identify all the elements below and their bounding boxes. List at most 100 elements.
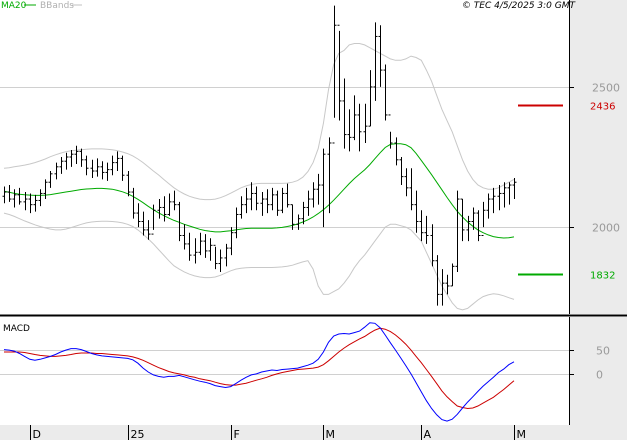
ohlc-bar — [182, 224, 187, 250]
ohlc-bar — [239, 196, 244, 219]
ohlc-bar — [69, 149, 74, 167]
ohlc-bar — [229, 227, 234, 256]
ohlc-bar — [352, 95, 357, 141]
ohlc-bar — [414, 190, 419, 233]
ohlc-bar — [7, 185, 12, 202]
bband-lower-line — [3, 212, 515, 311]
ohlc-bar — [466, 215, 471, 242]
ohlc-bar — [388, 114, 393, 149]
copyright-text: © TEC 4/5/2025 3:0 GMT — [462, 1, 577, 11]
ohlc-bar — [265, 189, 270, 214]
ohlc-bar — [79, 148, 84, 167]
ohlc-bar — [419, 210, 424, 242]
macd-panel-label: MACD — [3, 324, 30, 334]
ohlc-bar — [198, 232, 203, 256]
ohlc-bar — [28, 193, 33, 214]
x-tick-label: F — [234, 428, 240, 440]
ohlc-bar — [512, 178, 517, 200]
macd-line — [3, 322, 515, 422]
ohlc-bar — [193, 238, 198, 264]
ohlc-bar — [275, 190, 280, 216]
price-tick-label: 2000 — [592, 222, 620, 235]
ohlc-bar — [260, 192, 265, 216]
macd-tick-label: 50 — [596, 345, 610, 358]
price-panel-bg — [0, 0, 569, 314]
ohlc-bar — [254, 186, 259, 211]
ohlc-bar — [2, 186, 7, 204]
ohlc-bar — [17, 187, 22, 205]
ohlc-bar — [208, 238, 213, 261]
x-tick-label: M — [326, 428, 336, 440]
ohlc-bar — [157, 199, 162, 219]
ohlc-bar — [270, 187, 275, 211]
ohlc-bar — [280, 187, 285, 214]
macd-panel-bg — [0, 317, 569, 425]
ohlc-bar — [167, 193, 172, 216]
ohlc-bar — [84, 155, 89, 176]
ohlc-bar — [187, 232, 192, 261]
ohlc-bar — [337, 24, 342, 121]
x-tick-label: A — [424, 428, 432, 440]
ohlc-bar — [363, 103, 368, 143]
ohlc-bar — [481, 201, 486, 236]
ohlc-bar — [332, 5, 337, 144]
ohlc-bar — [409, 168, 414, 211]
ohlc-bar — [136, 203, 141, 228]
ohlc-bar — [120, 155, 125, 181]
ohlc-bar — [90, 159, 95, 179]
price-levels: 2436 1832 — [518, 102, 615, 282]
ohlc-bar — [327, 137, 332, 214]
ohlc-bar — [234, 207, 239, 239]
ohlc-bar — [54, 162, 59, 180]
ma20-legend-label: MA20 — [1, 1, 27, 11]
x-tick-label: D — [33, 428, 41, 440]
ohlc-bar — [476, 210, 481, 242]
ohlc-bar — [502, 182, 507, 208]
ohlc-bar — [497, 185, 502, 211]
ohlc-bar — [43, 179, 48, 200]
ohlc-bar — [95, 158, 100, 177]
bband-upper-line — [3, 43, 515, 201]
ohlc-bar — [445, 274, 450, 295]
ohlc-bar — [357, 103, 362, 152]
ohlc-bar — [424, 215, 429, 244]
ohlc-bar — [394, 137, 399, 166]
macd-tick-label: 0 — [596, 369, 603, 382]
ohlc-bar — [162, 196, 167, 222]
ohlc-bar — [33, 194, 38, 212]
ohlc-bar — [146, 220, 151, 240]
macd-grid — [0, 350, 569, 375]
ohlc-bar — [430, 224, 435, 267]
ohlc-bar — [105, 162, 110, 181]
ohlc-bar — [244, 187, 249, 214]
price-tick-label: 2500 — [592, 82, 620, 95]
ohlc-bar — [126, 171, 131, 197]
ohlc-bar — [311, 182, 316, 208]
ohlc-bar — [296, 214, 301, 230]
ohlc-bar — [74, 145, 79, 165]
ohlc-bar — [115, 151, 120, 172]
x-tick-label: 25 — [131, 428, 145, 440]
ohlc-bar — [213, 244, 218, 270]
ohlc-bar — [342, 78, 347, 149]
ohlc-bar — [59, 157, 64, 174]
ohlc-bar — [450, 263, 455, 287]
ohlc-bar — [249, 182, 254, 211]
ohlc-bar — [507, 182, 512, 205]
ohlc-bar — [12, 189, 17, 208]
ohlc-bars — [2, 5, 517, 306]
level-label: 1832 — [590, 271, 615, 282]
level-label: 2436 — [590, 102, 615, 113]
ohlc-bar — [378, 25, 383, 87]
ohlc-bar — [455, 190, 460, 272]
macd-axis-bg — [569, 317, 627, 425]
ohlc-bar — [316, 173, 321, 205]
ohlc-bar — [373, 22, 378, 101]
x-tick-label: M — [517, 428, 527, 440]
ohlc-bar — [347, 109, 352, 152]
ohlc-bar — [435, 255, 440, 306]
ohlc-bar — [110, 155, 115, 176]
moving-average — [3, 143, 515, 239]
ohlc-bar — [368, 70, 373, 127]
ohlc-bar — [404, 168, 409, 197]
